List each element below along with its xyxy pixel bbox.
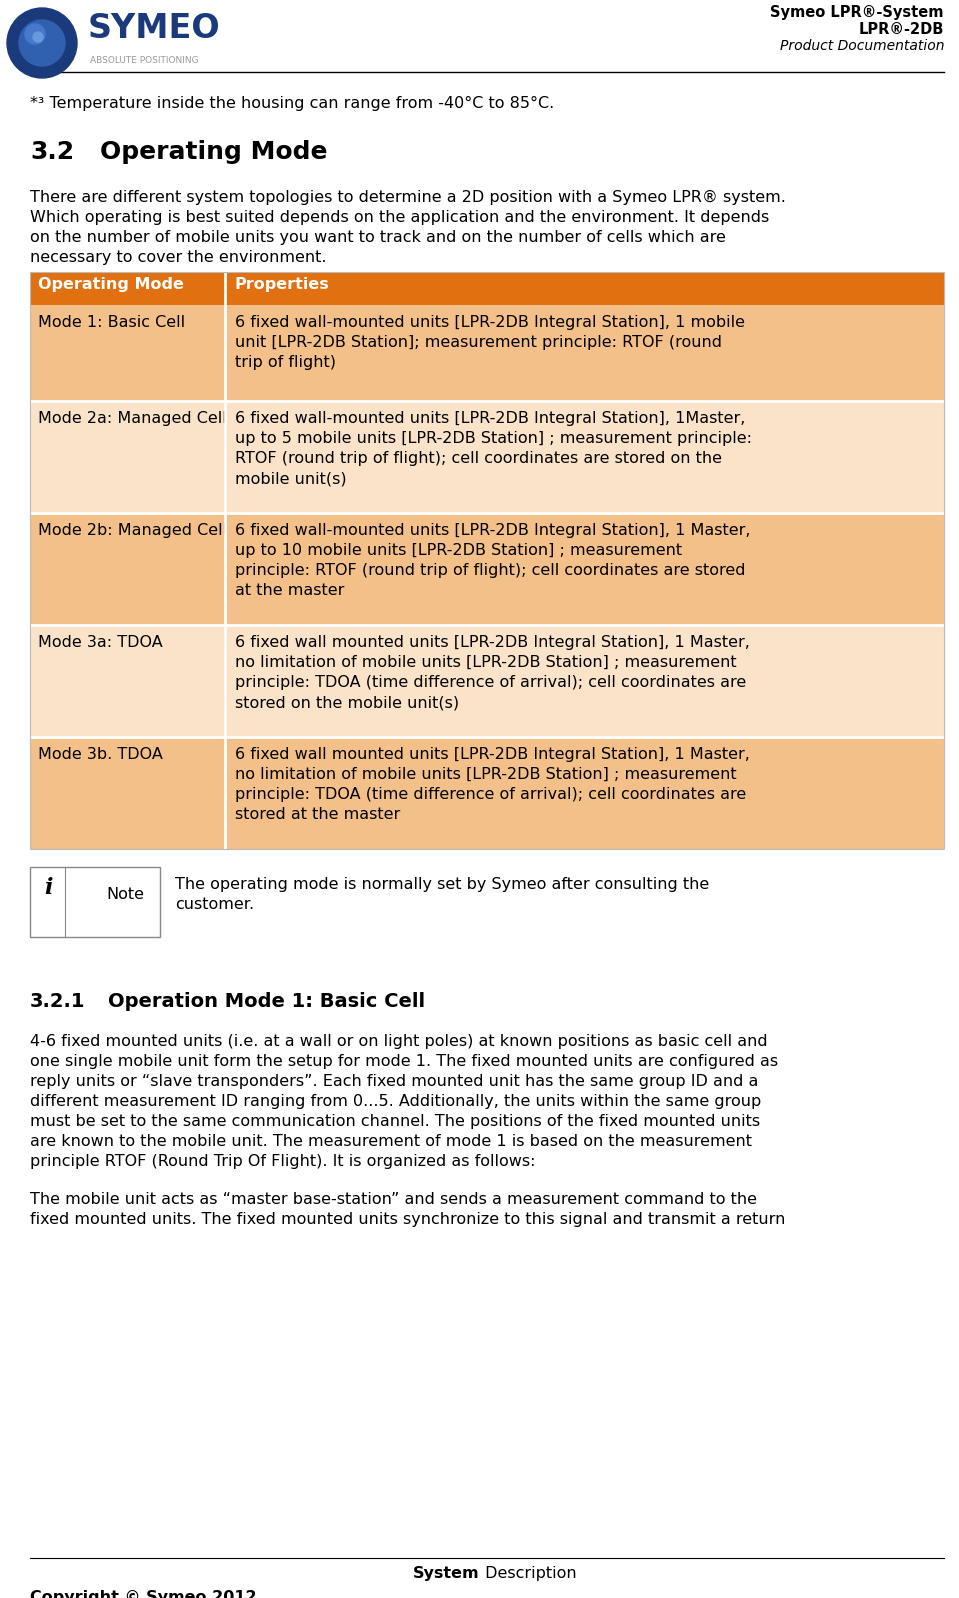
Text: 3.2.1: 3.2.1 xyxy=(30,992,85,1012)
Text: stored on the mobile unit(s): stored on the mobile unit(s) xyxy=(235,695,459,710)
Text: different measurement ID ranging from 0...5. Additionally, the units within the : different measurement ID ranging from 0.… xyxy=(30,1095,761,1109)
Text: 6 fixed wall mounted units [LPR-2DB Integral Station], 1 Master,: 6 fixed wall mounted units [LPR-2DB Inte… xyxy=(235,746,750,762)
Text: Which operating is best suited depends on the application and the environment. I: Which operating is best suited depends o… xyxy=(30,209,769,225)
Text: one single mobile unit form the setup for mode 1. The fixed mounted units are co: one single mobile unit form the setup fo… xyxy=(30,1055,778,1069)
Text: unit [LPR-2DB Station]; measurement principle: RTOF (round: unit [LPR-2DB Station]; measurement prin… xyxy=(235,336,722,350)
Text: i: i xyxy=(44,877,52,900)
Text: Mode 2a: Managed Cell: Mode 2a: Managed Cell xyxy=(38,411,226,427)
Text: 6 fixed wall-mounted units [LPR-2DB Integral Station], 1 mobile: 6 fixed wall-mounted units [LPR-2DB Inte… xyxy=(235,315,745,331)
Text: fixed mounted units. The fixed mounted units synchronize to this signal and tran: fixed mounted units. The fixed mounted u… xyxy=(30,1211,785,1227)
Text: Mode 1: Basic Cell: Mode 1: Basic Cell xyxy=(38,315,185,331)
Text: 4-6 fixed mounted units (i.e. at a wall or on light poles) at known positions as: 4-6 fixed mounted units (i.e. at a wall … xyxy=(30,1034,767,1048)
Text: RTOF (round trip of flight); cell coordinates are stored on the: RTOF (round trip of flight); cell coordi… xyxy=(235,451,722,467)
Text: Properties: Properties xyxy=(235,276,330,292)
Text: trip of flight): trip of flight) xyxy=(235,355,336,371)
Text: The mobile unit acts as “master base-station” and sends a measurement command to: The mobile unit acts as “master base-sta… xyxy=(30,1192,757,1206)
Circle shape xyxy=(19,21,65,66)
Bar xyxy=(30,737,944,849)
Text: Note: Note xyxy=(106,887,144,901)
Text: stored at the master: stored at the master xyxy=(235,807,400,821)
Circle shape xyxy=(25,24,45,45)
Text: necessary to cover the environment.: necessary to cover the environment. xyxy=(30,249,326,265)
Bar xyxy=(30,513,944,625)
Text: Operating Mode: Operating Mode xyxy=(38,276,184,292)
Text: on the number of mobile units you want to track and on the number of cells which: on the number of mobile units you want t… xyxy=(30,230,726,244)
Text: no limitation of mobile units [LPR-2DB Station] ; measurement: no limitation of mobile units [LPR-2DB S… xyxy=(235,767,737,781)
Text: Symeo LPR®-System: Symeo LPR®-System xyxy=(770,5,944,21)
Text: principle: RTOF (round trip of flight); cell coordinates are stored: principle: RTOF (round trip of flight); … xyxy=(235,562,745,578)
Text: mobile unit(s): mobile unit(s) xyxy=(235,471,346,486)
Text: Operating Mode: Operating Mode xyxy=(100,141,328,165)
Text: reply units or “slave transponders”. Each fixed mounted unit has the same group : reply units or “slave transponders”. Eac… xyxy=(30,1074,759,1088)
Text: are known to the mobile unit. The measurement of mode 1 is based on the measurem: are known to the mobile unit. The measur… xyxy=(30,1135,752,1149)
Text: *³ Temperature inside the housing can range from -40°C to 85°C.: *³ Temperature inside the housing can ra… xyxy=(30,96,554,110)
Text: LPR®-2DB: LPR®-2DB xyxy=(858,22,944,37)
Text: ABSOLUTE POSITIONING: ABSOLUTE POSITIONING xyxy=(90,56,199,66)
Text: no limitation of mobile units [LPR-2DB Station] ; measurement: no limitation of mobile units [LPR-2DB S… xyxy=(235,655,737,670)
Text: 6 fixed wall-mounted units [LPR-2DB Integral Station], 1Master,: 6 fixed wall-mounted units [LPR-2DB Inte… xyxy=(235,411,745,427)
Text: The operating mode is normally set by Symeo after consulting the: The operating mode is normally set by Sy… xyxy=(175,877,710,892)
Text: principle RTOF (Round Trip Of Flight). It is organized as follows:: principle RTOF (Round Trip Of Flight). I… xyxy=(30,1154,535,1170)
Bar xyxy=(30,272,944,305)
Text: Description: Description xyxy=(480,1566,576,1580)
Bar xyxy=(30,401,944,513)
Text: System: System xyxy=(413,1566,480,1580)
Text: Mode 3b. TDOA: Mode 3b. TDOA xyxy=(38,746,163,762)
Bar xyxy=(30,272,944,849)
Text: Mode 3a: TDOA: Mode 3a: TDOA xyxy=(38,634,163,650)
Text: There are different system topologies to determine a 2D position with a Symeo LP: There are different system topologies to… xyxy=(30,190,785,205)
Text: Copyright © Symeo 2012: Copyright © Symeo 2012 xyxy=(30,1590,257,1598)
Bar xyxy=(30,868,160,936)
Circle shape xyxy=(7,8,77,78)
Circle shape xyxy=(33,32,43,42)
Bar xyxy=(30,305,944,401)
Text: customer.: customer. xyxy=(175,896,254,912)
Text: at the master: at the master xyxy=(235,583,344,598)
Text: principle: TDOA (time difference of arrival); cell coordinates are: principle: TDOA (time difference of arri… xyxy=(235,786,746,802)
Text: up to 5 mobile units [LPR-2DB Station] ; measurement principle:: up to 5 mobile units [LPR-2DB Station] ;… xyxy=(235,431,752,446)
Text: principle: TDOA (time difference of arrival); cell coordinates are: principle: TDOA (time difference of arri… xyxy=(235,674,746,690)
Text: SYMEO: SYMEO xyxy=(88,13,221,45)
Text: up to 10 mobile units [LPR-2DB Station] ; measurement: up to 10 mobile units [LPR-2DB Station] … xyxy=(235,543,682,558)
Text: Mode 2b: Managed Cell: Mode 2b: Managed Cell xyxy=(38,523,227,539)
Bar xyxy=(30,625,944,737)
Text: must be set to the same communication channel. The positions of the fixed mounte: must be set to the same communication ch… xyxy=(30,1114,760,1130)
Text: 3.2: 3.2 xyxy=(30,141,74,165)
Text: 6 fixed wall mounted units [LPR-2DB Integral Station], 1 Master,: 6 fixed wall mounted units [LPR-2DB Inte… xyxy=(235,634,750,650)
Text: 6 fixed wall-mounted units [LPR-2DB Integral Station], 1 Master,: 6 fixed wall-mounted units [LPR-2DB Inte… xyxy=(235,523,751,539)
Text: Operation Mode 1: Basic Cell: Operation Mode 1: Basic Cell xyxy=(108,992,425,1012)
Text: Product Documentation: Product Documentation xyxy=(780,38,944,53)
